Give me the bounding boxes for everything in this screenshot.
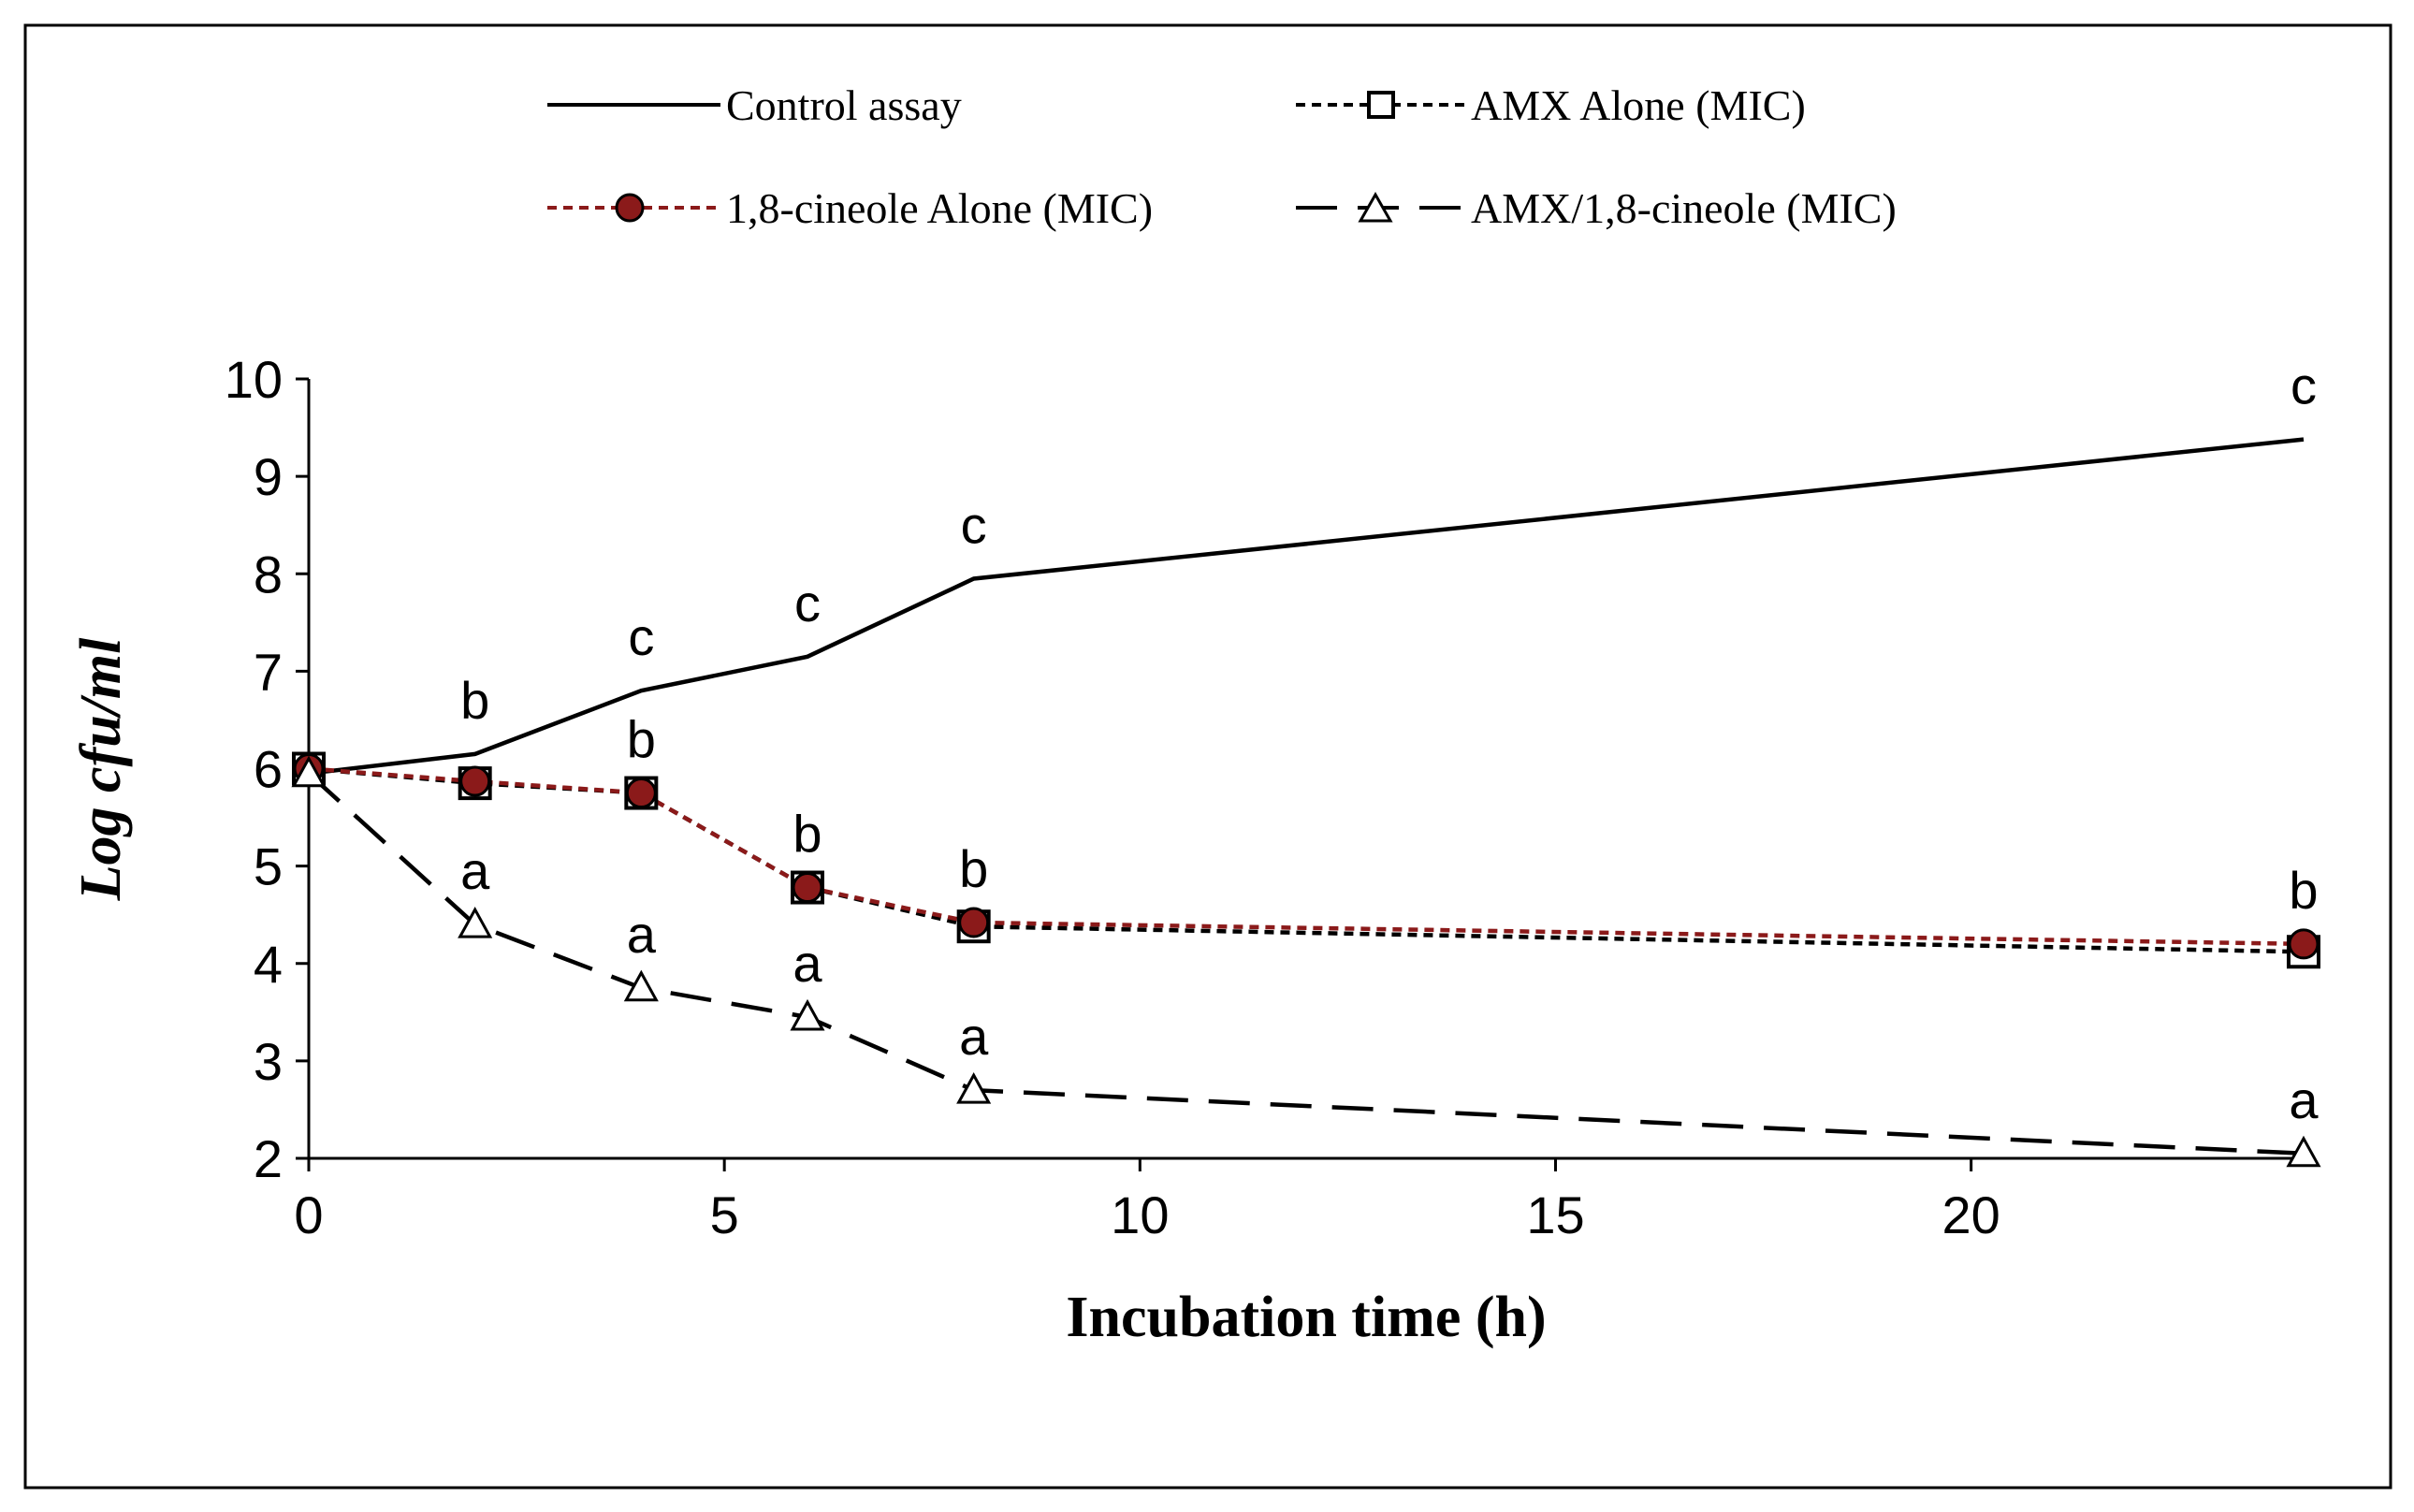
y-tick-label: 2 [254,1129,283,1188]
legend-label-cineole: 1,8-cineole Alone (MIC) [726,184,1153,232]
significance-label: a [793,934,822,993]
x-ticks: 0 5 10 15 20 [294,1158,2000,1244]
series-line-3 [307,772,2305,1156]
significance-label: c [794,574,821,632]
y-tick-label: 7 [254,642,283,701]
data-point-circle [792,872,823,904]
x-tick-label: 5 [710,1185,739,1244]
y-ticks: 2 3 4 5 6 7 8 9 10 [225,350,309,1188]
y-tick-label: 5 [254,837,283,896]
significance-label: a [460,841,490,900]
significance-label: c [628,607,654,666]
data-point-triangle [623,969,659,1002]
significance-label: b [2289,861,2318,920]
legend-label-amx: AMX Alone (MIC) [1471,81,1806,129]
data-point-triangle [956,1072,992,1104]
data-point-triangle [291,755,327,788]
x-axis-title: Incubation time (h) [1066,1286,1546,1349]
data-point-triangle [2286,1135,2321,1168]
significance-label: b [959,839,988,898]
significance-label: a [627,905,657,964]
data-point-circle [2288,928,2319,960]
legend-label-control: Control assay [726,81,962,129]
significance-label: b [793,805,822,864]
legend-entry-combo: AMX/1,8-cineole (MIC) [1296,184,1897,232]
significance-label: b [460,671,489,730]
y-tick-label: 9 [254,447,283,506]
legend-marker-square [1367,91,1395,119]
x-tick-label: 20 [1942,1185,2000,1244]
y-tick-label: 10 [225,350,283,409]
legend-marker-circle [615,193,645,223]
significance-label: b [627,710,656,769]
x-tick-label: 10 [1111,1185,1169,1244]
chart-frame [23,23,2392,1490]
y-tick-label: 3 [254,1032,283,1091]
legend: Control assay AMX Alone (MIC) 1,8-cineol… [547,81,1897,232]
legend-entry-cineole: 1,8-cineole Alone (MIC) [547,184,1153,232]
x-tick-label: 0 [294,1185,323,1244]
series-layer [291,437,2321,1168]
legend-marker-triangle [1358,191,1393,223]
significance-label: a [2289,1070,2319,1129]
legend-entry-control: Control assay [547,81,962,129]
y-tick-label: 8 [254,545,283,603]
legend-label-combo: AMX/1,8-cineole (MIC) [1471,184,1897,232]
legend-entry-amx: AMX Alone (MIC) [1296,81,1806,129]
data-point-triangle [790,998,825,1031]
y-tick-label: 4 [254,935,283,994]
y-axis-title: Log cfu/ml [69,637,133,901]
significance-label: c [961,495,987,554]
series-line-0 [308,437,2305,776]
data-point-circle [625,778,657,809]
significance-label: a [959,1007,989,1066]
data-point-circle [459,765,491,797]
x-tick-label: 15 [1526,1185,1584,1244]
significance-label: c [2290,356,2317,415]
data-point-triangle [458,906,493,938]
y-tick-label: 6 [254,740,283,799]
data-point-circle [958,907,990,938]
